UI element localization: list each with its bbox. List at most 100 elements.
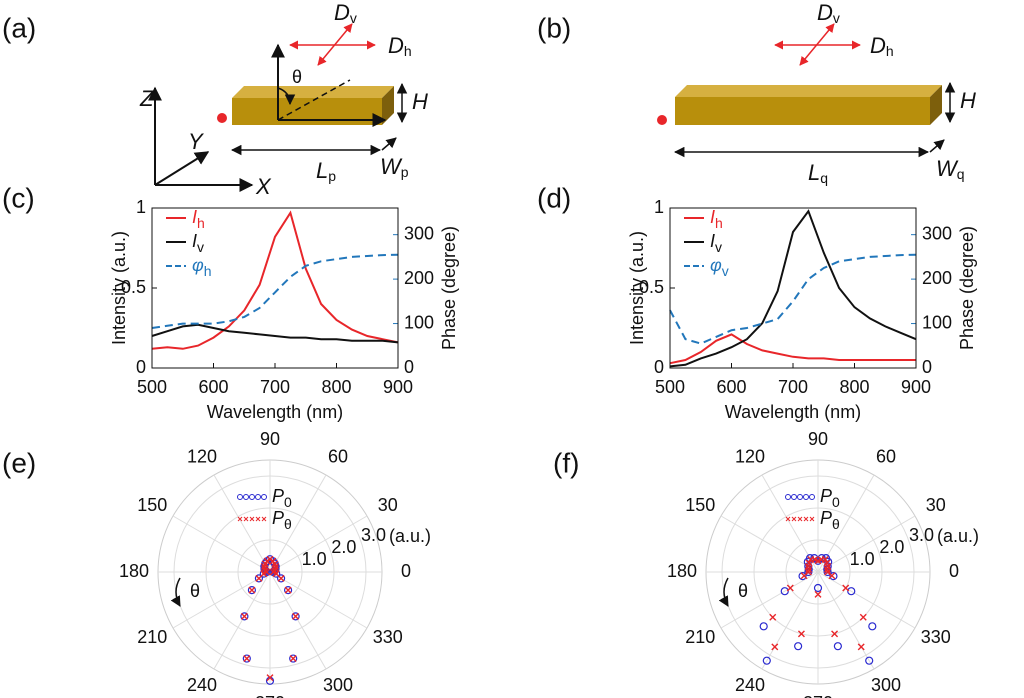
- polar-point: [284, 586, 292, 594]
- polar-point: [247, 586, 256, 595]
- spoke: [817, 515, 916, 573]
- rod-side: [930, 85, 942, 125]
- spoke: [269, 515, 368, 573]
- series-line: [669, 209, 917, 368]
- legend-sub: h: [715, 215, 723, 231]
- legend-sub: v: [197, 239, 204, 255]
- dim-label: Wp: [380, 154, 409, 180]
- y-tick-label: 0.5: [121, 277, 146, 297]
- angle-label: 330: [373, 627, 403, 647]
- angle-label: 90: [808, 429, 828, 449]
- r-ring: [785, 539, 851, 605]
- polar-point: [868, 622, 877, 631]
- plot-frame: [151, 207, 399, 369]
- r-tick-label: 3.0: [909, 525, 934, 545]
- angle-label: 330: [921, 627, 951, 647]
- rod-top: [232, 86, 394, 98]
- angle-label: 0: [949, 561, 959, 581]
- angle-label: 150: [685, 495, 715, 515]
- polar-point: [240, 612, 249, 621]
- angle-label: 60: [876, 446, 896, 466]
- polar-point: [248, 586, 256, 594]
- polar-point: [807, 556, 815, 564]
- y-tick-label: 1: [654, 197, 664, 217]
- x-tick-label: 700: [778, 377, 808, 397]
- polar-point: [786, 584, 794, 592]
- legend-sub: θ: [284, 516, 292, 532]
- legend-marker: [249, 494, 255, 500]
- axis-label: Y: [188, 129, 204, 154]
- polar-point: [292, 612, 300, 620]
- spoke: [720, 515, 819, 573]
- y2-tick-label: 100: [404, 312, 434, 332]
- polar-point: [242, 654, 251, 663]
- panel-label: (a): [2, 12, 36, 43]
- x-tick-label: 500: [137, 377, 167, 397]
- angle-label: 300: [871, 675, 901, 695]
- series-line: [151, 323, 399, 344]
- angle-label: 180: [119, 561, 149, 581]
- x-tick-label: 600: [198, 377, 228, 397]
- polar-point: [797, 630, 805, 638]
- polar-point: [759, 622, 768, 631]
- polar-point: [272, 570, 280, 578]
- legend-marker: [237, 516, 243, 522]
- legend-label: Pθ: [272, 508, 292, 532]
- polar-point: [833, 642, 842, 651]
- direction-arrow: [718, 577, 729, 607]
- panel-label: (c): [2, 182, 35, 213]
- polar-point: [842, 584, 850, 592]
- spoke: [213, 474, 271, 573]
- polar-point: [829, 572, 838, 581]
- legend-marker: [255, 516, 261, 522]
- y-axis-label: Intensity (a.u.): [109, 231, 129, 345]
- legend-label: Iv: [192, 231, 204, 255]
- legend-label: Ih: [710, 207, 723, 231]
- polar-point: [813, 583, 823, 593]
- x-tick-label: 900: [383, 377, 413, 397]
- y-tick-label: 0.5: [639, 277, 664, 297]
- spoke: [817, 571, 875, 670]
- dim-label: Dh: [388, 33, 412, 59]
- x-tick-label: 800: [839, 377, 869, 397]
- y-tick-label: 1: [136, 197, 146, 217]
- r-ring: [753, 507, 883, 637]
- polar-point: [828, 572, 836, 580]
- angle-label: 210: [137, 627, 167, 647]
- legend-name: P: [272, 508, 284, 528]
- dim-label: Dv: [817, 0, 840, 26]
- polar-point: [847, 587, 856, 596]
- polar-point: [240, 612, 248, 620]
- panel-label: (b): [537, 12, 571, 43]
- legend-marker: [255, 494, 261, 500]
- angle-label: 240: [187, 675, 217, 695]
- dim-label: Lp: [316, 158, 336, 184]
- y2-tick-label: 300: [922, 223, 952, 243]
- angle-label: 210: [685, 627, 715, 647]
- dim-line: [929, 139, 945, 153]
- y2-tick-label: 100: [922, 312, 952, 332]
- angle-label: 120: [187, 446, 217, 466]
- r-ring: [205, 507, 335, 637]
- legend-marker: [809, 494, 815, 500]
- polar-point: [800, 572, 808, 580]
- polar-point: [810, 553, 819, 563]
- legend-label: φh: [192, 255, 212, 279]
- x-tick-label: 900: [901, 377, 931, 397]
- angle-label: 300: [323, 675, 353, 695]
- dim-label: Dv: [334, 0, 357, 26]
- dashed-line: [277, 79, 351, 121]
- angle-label: 120: [735, 446, 765, 466]
- legend-label: P0: [272, 486, 292, 510]
- spoke: [720, 571, 819, 629]
- panel-label: (d): [537, 182, 571, 213]
- panel-label: (f): [553, 447, 579, 478]
- polar-point: [805, 566, 813, 574]
- legend-marker: [785, 494, 791, 500]
- y2-tick-label: 0: [404, 357, 414, 377]
- spoke: [817, 474, 875, 573]
- angle-arc: [277, 87, 296, 106]
- legend-marker: [261, 516, 267, 522]
- diagram-a: (a) Z Y X θ Dv Dh H Lp Wp: [2, 0, 428, 199]
